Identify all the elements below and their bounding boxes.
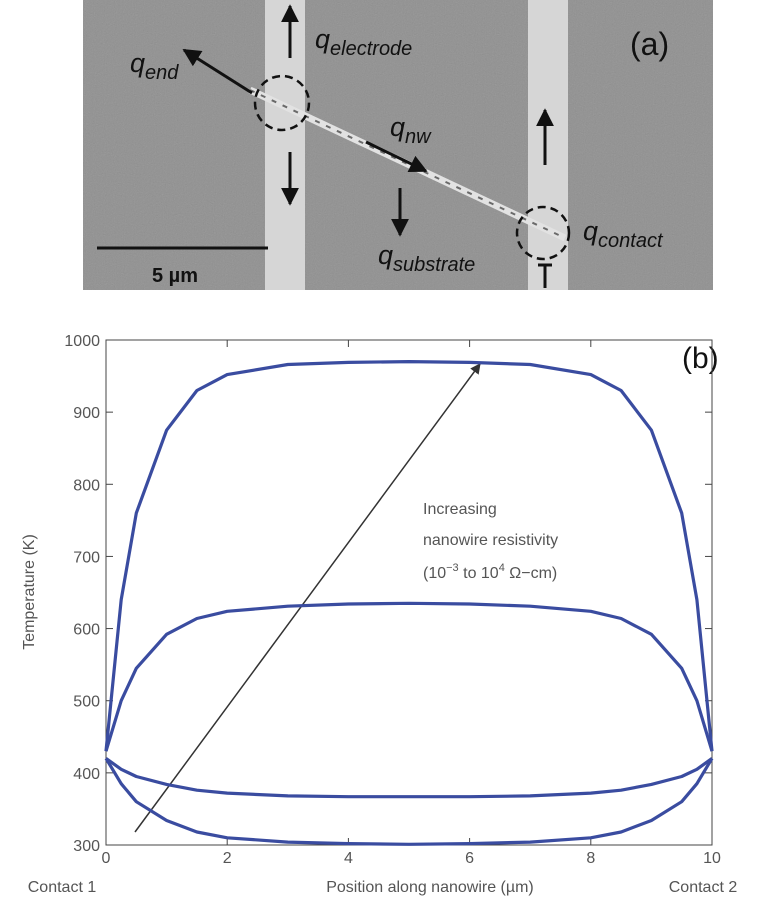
heat-flow-symbol: q	[378, 240, 393, 270]
arrow	[365, 140, 428, 173]
annotation: nanowire resistivity	[423, 532, 558, 549]
y-tick-label: 500	[73, 694, 100, 711]
heat-flow-symbol: q	[315, 24, 330, 54]
substrate	[83, 0, 713, 290]
plot-frame	[105, 339, 713, 846]
heat-flow-label: qnw	[390, 112, 432, 148]
annotation-part: Ω−cm)	[505, 565, 557, 582]
y-axis-title: Temperature (K)	[21, 534, 38, 650]
x-tick-label: 8	[586, 850, 595, 867]
x-end-label: Contact 2	[669, 879, 738, 896]
y-tick-label: 600	[73, 622, 100, 639]
y-tick-label: 800	[73, 477, 100, 494]
nanowire-texture	[249, 89, 566, 239]
heat-flow-label: qsubstrate	[378, 240, 475, 276]
annotation: (10−3 to 104 Ω−cm)	[423, 562, 557, 582]
heat-flow-subscript: substrate	[393, 254, 475, 276]
x-tick-label: 6	[465, 850, 474, 867]
heat-flow-subscript: contact	[598, 230, 664, 252]
heat-flow-symbol: q	[583, 216, 598, 246]
heat-flow-subscript: electrode	[330, 38, 412, 60]
panel-label: (a)	[630, 26, 669, 62]
temperature-curve	[105, 757, 713, 799]
temperature-curve	[104, 757, 714, 846]
y-tick-label: 400	[73, 766, 100, 783]
y-tick-label: 900	[73, 405, 100, 422]
arrow	[182, 48, 253, 95]
y-tick-label: 1000	[64, 333, 100, 350]
contact-circle	[515, 205, 571, 261]
annotation-arrow	[134, 363, 481, 833]
x-tick-label: 4	[344, 850, 353, 867]
annotation: Increasing	[423, 501, 497, 518]
heat-flow-subscript: end	[145, 62, 179, 84]
heat-flow-symbol: q	[390, 112, 405, 142]
scale-bar-label: 5 µm	[152, 265, 198, 287]
electrode	[528, 0, 568, 290]
temperature-curve	[104, 360, 714, 752]
heat-flow-label: qend	[130, 48, 179, 84]
annotation-part: (10	[423, 565, 446, 582]
annotation-superscript: 4	[499, 562, 505, 574]
heat-flow-label: qelectrode	[315, 24, 412, 60]
annotation-superscript: −3	[446, 562, 459, 574]
heat-flow-label: qcontact	[583, 216, 664, 252]
y-tick-label: 300	[73, 838, 100, 855]
temperature-curve	[104, 601, 714, 752]
x-axis-title: Position along nanowire (µm)	[326, 879, 534, 896]
sem-image: 5 µm (a)	[83, 0, 713, 290]
heat-flow-symbol: q	[130, 48, 145, 78]
electrode	[265, 0, 305, 290]
x-tick-label: 0	[102, 850, 111, 867]
x-end-label: Contact 1	[28, 879, 97, 896]
annotation-part: to 10	[459, 565, 499, 582]
end-contact-circle	[253, 74, 311, 132]
x-tick-label: 2	[223, 850, 232, 867]
y-tick-label: 700	[73, 549, 100, 566]
x-tick-label: 10	[703, 850, 721, 867]
heat-flow-subscript: nw	[405, 126, 432, 148]
panel-label: (b)	[682, 342, 719, 375]
